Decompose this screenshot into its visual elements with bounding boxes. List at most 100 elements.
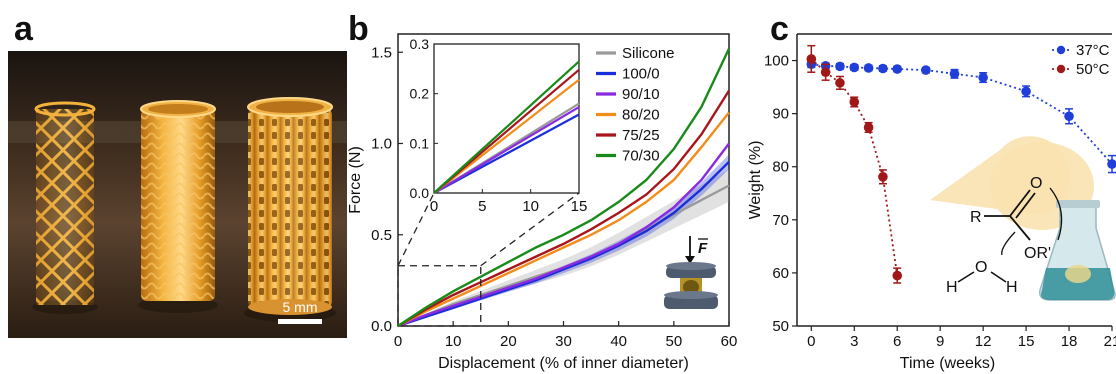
chem-h-right: H xyxy=(1006,279,1018,296)
data-point xyxy=(835,78,845,88)
legend-label: 100/0 xyxy=(622,66,660,83)
data-point xyxy=(1107,159,1116,169)
weight-time-chart: 0 3 6 9 12 15 18 21 50 60 70 80 90 100 Time (weeks) Wei… xyxy=(747,33,1116,372)
bottom-plate xyxy=(664,295,718,309)
panel-label-c: c xyxy=(770,10,789,48)
data-point xyxy=(978,72,988,83)
inset-y-tick-label: 0.0 xyxy=(410,185,430,201)
bond xyxy=(1009,215,1031,241)
inset-x-tick-label: 0 xyxy=(430,198,438,215)
stent-lattice xyxy=(32,101,98,314)
x-tick-label-c: 6 xyxy=(893,333,901,350)
force-arrow-head xyxy=(685,256,695,264)
series-line-100-0 xyxy=(397,160,730,328)
inset-x-tick-label: 15 xyxy=(571,198,588,215)
y-tick-label-b: 0.5 xyxy=(371,227,392,244)
x-tick-label-b: 10 xyxy=(445,333,462,350)
y-tick-label-c: 100 xyxy=(764,53,789,70)
trend-line-1 xyxy=(810,58,899,276)
legend-label: 90/10 xyxy=(622,86,660,103)
y-tick-label-c: 80 xyxy=(772,159,789,176)
arrow-curve xyxy=(1049,187,1063,241)
chem-o-carbonyl: O xyxy=(1030,175,1042,192)
data-point xyxy=(878,63,888,74)
data-point xyxy=(849,62,860,73)
stent-braided xyxy=(138,100,218,313)
data-point xyxy=(1021,86,1031,97)
data-point xyxy=(921,65,931,75)
x-tick-label-b: 20 xyxy=(500,333,517,350)
x-tick-label-b: 0 xyxy=(394,333,402,350)
scale-bar-label: 5 mm xyxy=(283,299,318,315)
series-line-80-20 xyxy=(397,111,730,328)
legend-label: 70/30 xyxy=(622,148,660,165)
legend-marker-c xyxy=(1056,45,1066,55)
legend-label: 80/20 xyxy=(622,107,660,124)
bottom-plate-face xyxy=(664,291,718,299)
scale-bar xyxy=(278,319,322,324)
y-tick-label-b: 0.0 xyxy=(371,318,392,335)
chem-r: R xyxy=(970,209,982,226)
sample-in-flask xyxy=(1065,265,1091,283)
zoom-connector xyxy=(397,192,435,267)
inset-x-tick-label: 10 xyxy=(522,198,539,215)
bond xyxy=(1009,189,1031,217)
data-point xyxy=(949,69,960,79)
force-vector-label: F xyxy=(698,240,708,257)
chem-or-prime: OR' xyxy=(1024,245,1051,262)
inset-y-tick-label: 0.1 xyxy=(410,135,430,151)
y-axis-label-c: Weight (%) xyxy=(747,141,764,220)
x-tick-label-b: 40 xyxy=(610,333,627,350)
y-tick-label-c: 60 xyxy=(772,265,789,282)
y-axis-label-b: Force (N) xyxy=(347,146,364,214)
inset-y-tick-label: 0.3 xyxy=(410,36,430,52)
chem-h-left: H xyxy=(946,279,958,296)
panel-label-b: b xyxy=(348,10,369,48)
data-point xyxy=(863,63,874,73)
inset-line-90-10 xyxy=(433,106,580,194)
arrow-curve xyxy=(1001,231,1016,256)
inset-x-tick-label: 5 xyxy=(478,198,486,215)
zoom-region-box xyxy=(397,265,482,327)
data-point xyxy=(849,97,860,107)
series-line-90-10 xyxy=(397,142,730,328)
inset-frame xyxy=(433,43,580,194)
y-tick-label-c: 70 xyxy=(772,212,789,229)
x-tick-label-c: 0 xyxy=(807,333,815,350)
stent-grid xyxy=(244,97,336,322)
x-tick-label-c: 18 xyxy=(1061,333,1078,350)
legend-label: 75/25 xyxy=(622,127,660,144)
inset-line-70-30 xyxy=(433,60,580,194)
zoom-connector xyxy=(480,192,580,267)
legend-marker-c xyxy=(1056,64,1066,74)
x-tick-label-c: 9 xyxy=(936,333,944,350)
data-point xyxy=(820,67,831,78)
data-point xyxy=(806,54,817,64)
data-point xyxy=(1064,111,1074,122)
flask-liquid xyxy=(1041,268,1115,300)
y-tick-label-c: 50 xyxy=(772,318,789,335)
legend-label-c: 37°C xyxy=(1076,42,1110,59)
flask-rim xyxy=(1056,200,1100,208)
compression-test-icon: F xyxy=(664,236,718,309)
inset-y-tick-label: 0.2 xyxy=(410,86,430,102)
data-point xyxy=(892,270,903,281)
panel-label-a: a xyxy=(14,10,33,48)
data-point xyxy=(835,61,845,72)
sample-ring-hole xyxy=(683,280,699,294)
stent-photo: 5 mm xyxy=(8,51,347,338)
data-point xyxy=(863,122,874,133)
x-tick-label-c: 12 xyxy=(975,333,992,350)
bond xyxy=(990,271,1007,283)
bond xyxy=(957,271,975,283)
x-axis-label-b: Displacement (% of inner diameter) xyxy=(438,355,689,372)
bond xyxy=(1015,192,1036,219)
y-tick-label-b: 1.5 xyxy=(371,44,392,61)
x-tick-label-c: 15 xyxy=(1018,333,1035,350)
y-tick-label-c: 90 xyxy=(772,106,789,123)
top-plate-face xyxy=(666,262,716,270)
inset-line-80-20 xyxy=(433,78,580,194)
